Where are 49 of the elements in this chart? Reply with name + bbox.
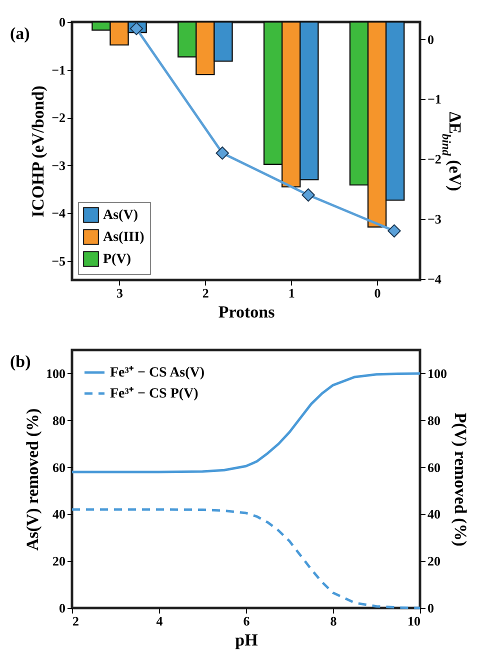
y-tick-label: 100	[46, 366, 66, 381]
y2-tick-label: −1	[428, 92, 442, 107]
y2-tick-label: 20	[428, 554, 440, 569]
x-tick-label: 10	[408, 614, 420, 628]
legend-label: As(V)	[103, 208, 138, 223]
y2-tick-label: 0	[428, 600, 434, 616]
text: (a)	[10, 24, 30, 43]
x-tick-label: 6	[243, 614, 250, 628]
y-axis-title: As(V) removed (%)	[23, 408, 42, 551]
x-tick-label: 1	[288, 286, 295, 300]
y-tick-label: −3	[52, 158, 66, 173]
y2-tick-label: −4	[428, 271, 442, 286]
y-tick-label: −1	[52, 62, 66, 78]
y2-tick-label: 40	[428, 506, 440, 522]
y-tick-label: −2	[52, 110, 66, 126]
x-tick-label: 3	[116, 286, 124, 300]
y2-tick-label: 80	[428, 412, 440, 428]
x-tick-label: 2	[202, 286, 209, 300]
line-series	[70, 508, 422, 610]
point	[216, 146, 229, 160]
y-axis-title: ICOHP (eV/bond)	[28, 86, 48, 218]
x-tick-label: 0	[374, 286, 381, 300]
legend-label: As(III)	[103, 230, 145, 245]
y2-tick-label: −2	[428, 152, 442, 167]
legend-label: Fe³⁺ − CS P(V)	[110, 386, 199, 402]
text: (b)	[10, 352, 31, 371]
legend-label: P(V)	[103, 252, 132, 267]
x-axis-title: Protons	[218, 302, 276, 322]
point	[130, 22, 144, 36]
y2-tick-label: 100	[428, 366, 447, 381]
y2-axis-title: P(V) removed (%)	[451, 412, 470, 546]
y-tick-label: 0	[59, 600, 66, 616]
point	[302, 188, 315, 202]
y2-tick-label: 0	[428, 32, 434, 47]
y2-tick-label: −3	[428, 211, 442, 226]
y-tick-label: −5	[52, 253, 66, 268]
y-tick-label: 0	[59, 14, 66, 30]
y-tick-label: 40	[52, 506, 66, 522]
y2-tick-label: 60	[428, 460, 440, 475]
y-tick-label: 80	[52, 412, 66, 428]
legend-label: Fe³⁺ − CS As(V)	[110, 366, 205, 380]
x-tick-label: 2	[72, 614, 79, 628]
y-tick-label: −4	[52, 206, 66, 221]
x-tick-label: 4	[156, 614, 164, 628]
point	[388, 224, 401, 238]
y-tick-label: 60	[52, 460, 66, 475]
y-tick-label: 20	[52, 554, 66, 569]
x-tick-label: 8	[330, 614, 338, 628]
x-axis-title: pH	[235, 630, 258, 650]
